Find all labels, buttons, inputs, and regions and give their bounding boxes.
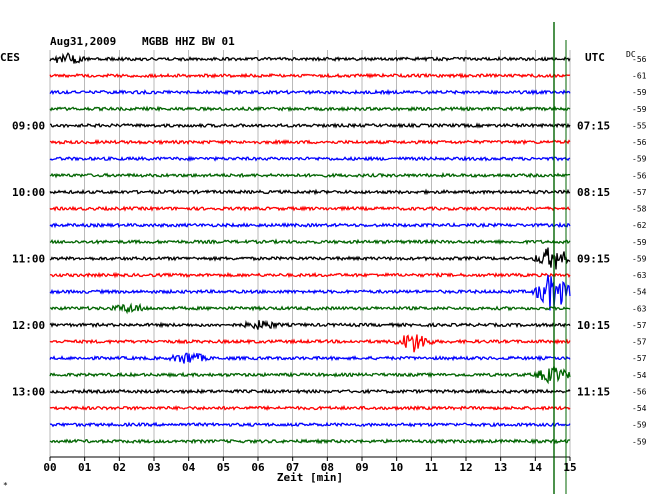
seismic-trace — [49, 171, 571, 179]
x-tick-label: 01 — [78, 461, 92, 474]
traces — [49, 22, 571, 494]
dc-offset-label: -59 — [632, 254, 647, 263]
dc-offset-label: -57 — [632, 321, 647, 330]
dc-offset-label: -56 — [632, 55, 647, 64]
record-date: Aug31,2009 — [50, 35, 116, 48]
x-tick-label: 06 — [251, 461, 265, 474]
left-hour-label: 11:00 — [12, 252, 45, 265]
right-hour-label: 08:15 — [577, 186, 610, 199]
x-tick-label: 07 — [286, 461, 299, 474]
dc-offset-label: -59 — [632, 238, 647, 247]
dc-offset-label: -62 — [632, 221, 647, 230]
seismic-trace — [49, 205, 571, 212]
seismic-trace — [49, 319, 571, 330]
dc-offset-label: -59 — [632, 421, 647, 430]
dc-offset-label: -54 — [632, 288, 647, 297]
dc-offset-label: -59 — [632, 105, 647, 114]
seismic-trace — [49, 122, 571, 129]
left-hour-label: 12:00 — [12, 319, 45, 332]
seismic-trace — [49, 366, 571, 385]
seismic-trace — [49, 72, 571, 80]
dc-offset-label: -57 — [632, 338, 647, 347]
x-tick-label: 13 — [494, 461, 507, 474]
seismic-trace — [49, 105, 571, 113]
dc-offset-label: -54 — [632, 404, 647, 413]
seismic-trace — [49, 188, 571, 196]
seismic-trace — [49, 421, 571, 428]
station-code: MGBB HHZ BW 01 — [142, 35, 235, 48]
grid — [49, 50, 571, 461]
dc-offset-label: -63 — [632, 304, 647, 313]
dc-offset-label: -59 — [632, 155, 647, 164]
seismic-trace — [49, 238, 571, 246]
seismic-trace — [49, 274, 571, 311]
x-tick-label: 14 — [529, 461, 543, 474]
right-timezone: UTC — [585, 51, 605, 64]
right-hour-label: 07:15 — [577, 119, 610, 132]
x-tick-label: 02 — [113, 461, 126, 474]
right-hour-label: 11:15 — [577, 385, 610, 398]
dc-offset-label: -59 — [632, 88, 647, 97]
x-tick-label: 12 — [459, 461, 472, 474]
x-tick-label: 09 — [355, 461, 368, 474]
x-tick-label: 10 — [390, 461, 403, 474]
dc-offset-label: -61 — [632, 72, 647, 81]
seismic-trace — [49, 221, 571, 229]
seismic-trace — [49, 351, 571, 364]
seismic-trace — [49, 88, 571, 96]
right-hour-label: 10:15 — [577, 319, 610, 332]
seismic-trace — [49, 52, 571, 64]
x-tick-label: 15 — [563, 461, 576, 474]
dc-offset-label: -59 — [632, 437, 647, 446]
seismic-trace — [49, 247, 571, 270]
x-tick-label: 11 — [425, 461, 439, 474]
dc-offset-label: -54 — [632, 371, 647, 380]
dc-offset-label: -58 — [632, 205, 647, 214]
seismic-trace — [49, 438, 571, 445]
dc-offset-label: -55 — [632, 121, 647, 130]
seismic-trace — [49, 404, 571, 412]
seismic-trace — [49, 388, 571, 395]
x-tick-label: 05 — [217, 461, 230, 474]
seismic-trace — [49, 271, 571, 279]
seismic-trace — [49, 138, 571, 146]
dc-offset-label: -57 — [632, 188, 647, 197]
x-tick-label: 03 — [147, 461, 160, 474]
footer-mark: * — [3, 481, 8, 490]
dc-offset-label: -57 — [632, 354, 647, 363]
left-hour-label: 10:00 — [12, 186, 45, 199]
dc-header: DC — [626, 50, 636, 59]
x-tick-label: 08 — [321, 461, 334, 474]
dc-offset-label: -56 — [632, 138, 647, 147]
x-tick-label: 04 — [182, 461, 196, 474]
x-tick-label: 00 — [43, 461, 56, 474]
left-timezone: CES — [0, 51, 20, 64]
right-hour-label: 09:15 — [577, 252, 610, 265]
seismic-trace — [50, 302, 571, 315]
dc-offset-label: -56 — [632, 387, 647, 396]
labels: 00 01 02 03 04 05 06 07 08 09 10 11 12 13 14 15 09:00 10:… — [12, 55, 647, 474]
left-hour-label: 13:00 — [12, 385, 45, 398]
dc-offset-label: -63 — [632, 271, 647, 280]
seismic-trace — [49, 155, 571, 162]
seismic-trace — [49, 334, 571, 353]
dc-offset-label: -56 — [632, 171, 647, 180]
x-axis-label: Zeit [min] — [277, 471, 343, 484]
left-hour-label: 09:00 — [12, 119, 45, 132]
